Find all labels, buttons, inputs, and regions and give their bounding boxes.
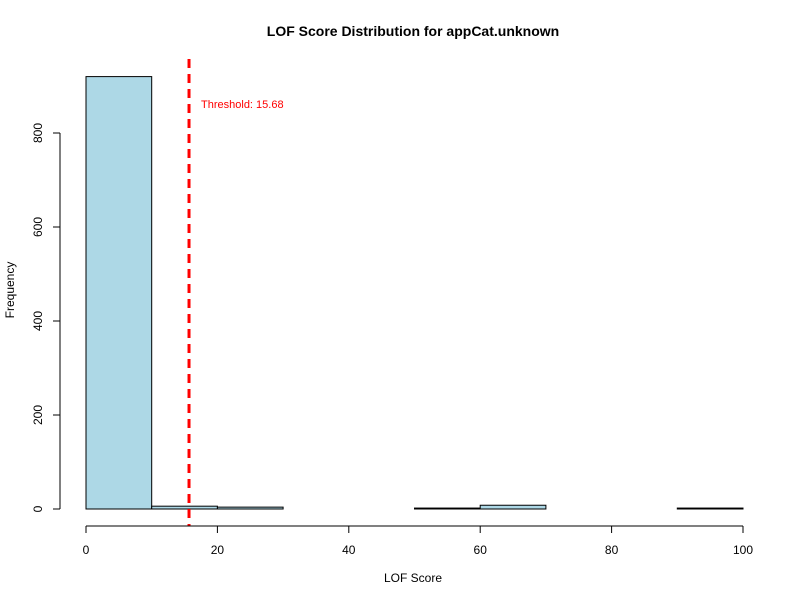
- histogram-bar: [216, 506, 284, 510]
- histogram-bar: [414, 507, 481, 510]
- bars-group: [85, 76, 744, 510]
- threshold-group: Threshold: 15.68: [187, 59, 284, 526]
- x-tick-label: 80: [605, 543, 619, 557]
- x-axis-label: LOF Score: [384, 571, 442, 585]
- y-tick-label: 0: [31, 505, 45, 512]
- x-tick-label: 40: [342, 543, 356, 557]
- histogram-bar: [85, 76, 153, 510]
- y-axis-label: Frequency: [3, 262, 17, 319]
- y-tick-label: 400: [31, 311, 45, 331]
- y-axis: 0 200 400 600 800: [31, 123, 61, 512]
- x-tick-label: 60: [474, 543, 488, 557]
- histogram-bar: [479, 504, 547, 510]
- x-tick-label: 20: [211, 543, 225, 557]
- x-axis: 0 20 40 60 80 100: [83, 525, 753, 557]
- chart-title: LOF Score Distribution for appCat.unknow…: [267, 23, 559, 39]
- y-tick-label: 600: [31, 217, 45, 237]
- x-tick-label: 100: [733, 543, 753, 557]
- y-tick-label: 800: [31, 123, 45, 143]
- histogram-bar: [676, 507, 744, 510]
- threshold-label: Threshold: 15.68: [201, 99, 284, 111]
- y-tick-label: 200: [31, 405, 45, 425]
- histogram-bar: [151, 505, 218, 510]
- x-tick-label: 0: [83, 543, 90, 557]
